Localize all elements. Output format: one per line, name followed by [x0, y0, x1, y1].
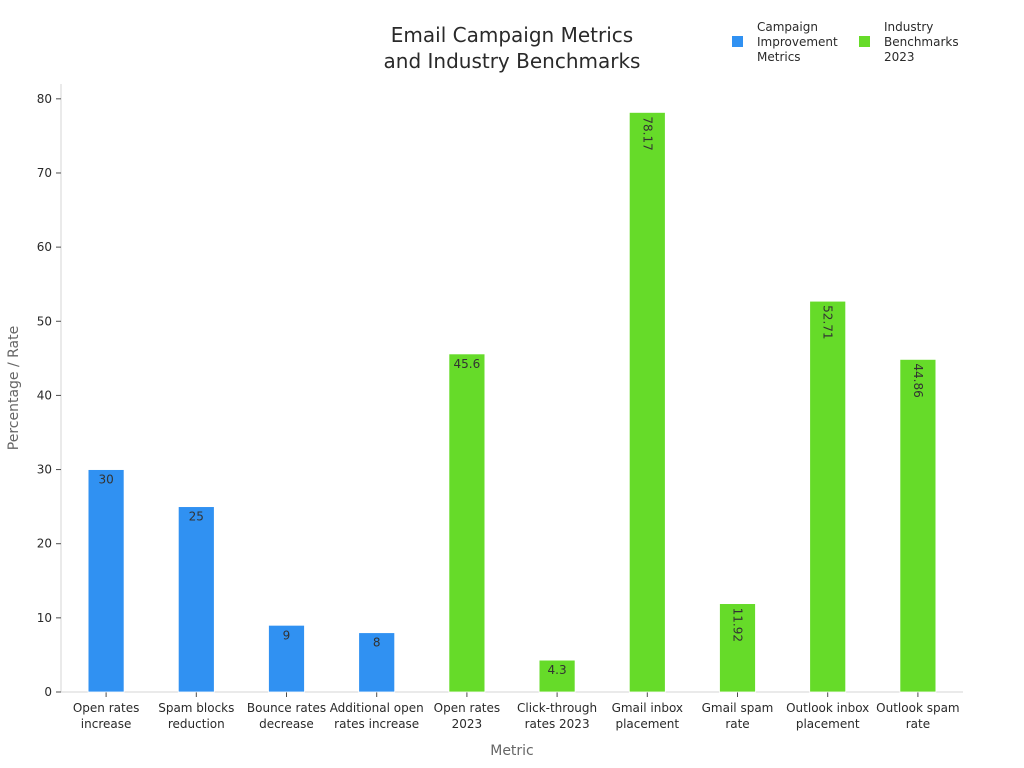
legend-label: Metrics	[757, 50, 801, 64]
x-tick-label-line: rates 2023	[525, 717, 590, 731]
legend-label: Campaign	[757, 20, 818, 34]
x-tick-label-line: decrease	[259, 717, 314, 731]
bar	[899, 358, 937, 693]
y-tick-label: 40	[37, 388, 52, 402]
x-tick-label-line: rate	[725, 717, 749, 731]
x-tick-label: Additional open rates increase	[330, 701, 424, 731]
x-tick-label-line: reduction	[168, 717, 225, 731]
bar-value-label: 44.86	[911, 363, 925, 397]
x-tick-label: Open rates increase	[73, 701, 140, 731]
y-tick-label: 10	[37, 611, 52, 625]
bar	[448, 353, 486, 693]
y-axis-title: Percentage / Rate	[6, 326, 22, 450]
y-tick-label: 30	[37, 463, 52, 477]
bar-value-label: 25	[189, 510, 204, 524]
x-tick-label: Gmail inbox placement	[612, 701, 683, 731]
x-tick-label-line: Additional open	[330, 701, 424, 715]
x-tick-label-line: increase	[81, 717, 132, 731]
chart-title-line: and Industry Benchmarks	[384, 49, 641, 73]
x-tick-label-line: placement	[796, 717, 860, 731]
bar	[809, 300, 847, 693]
x-tick-label: Spam blocks reduction	[158, 701, 234, 731]
x-tick-label: Bounce rates decrease	[247, 701, 326, 731]
bar-value-label: 45.6	[454, 357, 481, 371]
x-tick-label: Gmail spam rate	[702, 701, 774, 731]
legend-label: Industry	[884, 20, 933, 34]
x-tick-label-line: rates increase	[334, 717, 419, 731]
legend-swatch	[859, 36, 870, 47]
bar-value-label: 11.92	[731, 608, 745, 642]
bar-value-label: 78.17	[640, 116, 654, 150]
y-tick-label: 80	[37, 92, 52, 106]
bar-value-label: 52.71	[821, 305, 835, 339]
x-tick-label-line: Spam blocks	[158, 701, 234, 715]
x-tick-label-line: Open rates	[73, 701, 140, 715]
bar	[538, 659, 576, 693]
x-tick-label-line: rate	[906, 717, 930, 731]
bar	[628, 111, 666, 693]
x-tick-label: Outlook inbox placement	[786, 701, 869, 731]
chart-title-line: Email Campaign Metrics	[391, 23, 633, 47]
x-axis-title: Metric	[490, 743, 534, 759]
x-tick-label: Outlook spam rate	[876, 701, 959, 731]
x-tick-label-line: Gmail inbox	[612, 701, 683, 715]
x-tick-label-line: Gmail spam	[702, 701, 774, 715]
y-tick-label: 50	[37, 314, 52, 328]
x-tick-label-line: 2023	[452, 717, 483, 731]
bar	[358, 632, 396, 693]
bar	[177, 506, 215, 693]
x-tick-label-line: Outlook spam	[876, 701, 959, 715]
x-tick-label: Open rates 2023	[434, 701, 501, 731]
y-tick-label: 20	[37, 537, 52, 551]
bars	[87, 111, 937, 693]
x-tick-label-line: Click-through	[517, 701, 597, 715]
x-tick-label-line: placement	[615, 717, 679, 731]
legend-label: Benchmarks	[884, 35, 959, 49]
x-tick-label-line: Open rates	[434, 701, 501, 715]
axes: 0 10 20 30 40 50 60 70 80 Open rates increase Spam …	[6, 84, 963, 759]
bar	[87, 469, 125, 693]
y-tick-label: 0	[44, 685, 52, 699]
bar-value-label: 4.3	[548, 663, 567, 677]
bar	[719, 603, 756, 693]
bar-value-label: 9	[283, 628, 291, 642]
y-tick-label: 70	[37, 166, 52, 180]
bar	[268, 624, 305, 693]
bar-value-label: 30	[98, 473, 113, 487]
legend-label: Improvement	[757, 35, 838, 49]
x-tick-label-line: Outlook inbox	[786, 701, 869, 715]
legend-label: 2023	[884, 50, 915, 64]
x-tick-label-line: Bounce rates	[247, 701, 326, 715]
y-tick-label: 60	[37, 240, 52, 254]
bar-value-label: 8	[373, 636, 381, 650]
x-tick-label: Click-through rates 2023	[517, 701, 597, 731]
legend-swatch	[732, 36, 743, 47]
data-labels: 30 25 9 8 45.6 4.3 78.17 11.92 52.71 44.86	[98, 116, 924, 677]
